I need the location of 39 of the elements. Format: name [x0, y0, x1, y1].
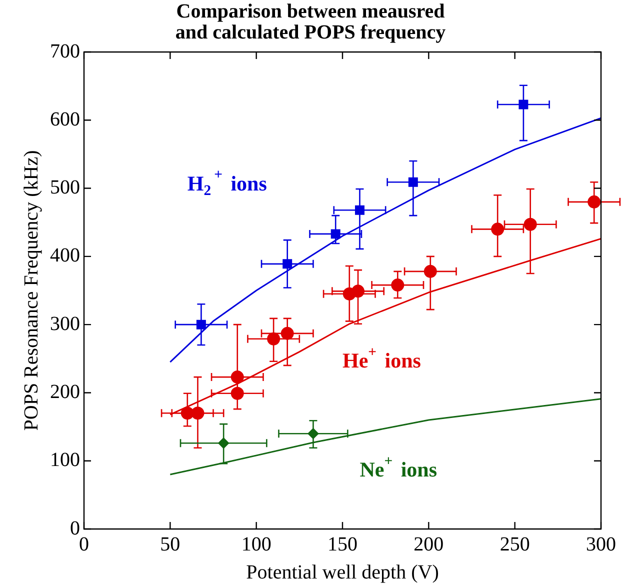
point — [191, 406, 204, 420]
y-tick-label: 700 — [50, 40, 80, 62]
point — [391, 278, 404, 292]
point — [230, 386, 244, 400]
point — [308, 428, 319, 440]
x-tick-label: 250 — [500, 533, 530, 556]
y-tick-label: 200 — [50, 380, 80, 403]
point — [267, 332, 280, 346]
x-tick-label: 200 — [414, 533, 444, 556]
point — [588, 195, 601, 208]
x-axis-title: Potential well depth (V) — [246, 561, 439, 584]
y-tick-label: 100 — [50, 449, 80, 472]
text: Ne+ ions — [360, 453, 438, 482]
y-tick-label: 500 — [50, 176, 80, 199]
y-tick-label: 300 — [50, 312, 80, 335]
point — [518, 100, 528, 110]
x-tick-label: 150 — [328, 533, 358, 556]
point — [524, 218, 537, 231]
point — [280, 326, 294, 340]
point — [424, 264, 437, 278]
point — [352, 284, 365, 298]
chart-title: Comparison between meausred and calculated POPS frequency — [175, 0, 446, 44]
x-tick-label: 300 — [586, 533, 616, 556]
point — [230, 370, 244, 384]
point — [491, 222, 504, 236]
point — [408, 177, 418, 187]
text: He+ ions — [342, 344, 421, 372]
x-tick-label: 50 — [160, 533, 180, 556]
point — [354, 205, 364, 215]
y-tick-label: 600 — [50, 108, 80, 130]
y-axis-title: POPS Resonance Frequency (kHz) — [20, 150, 42, 431]
y-tick-label: 400 — [50, 244, 80, 267]
point — [282, 259, 292, 269]
point — [196, 320, 206, 330]
point — [180, 406, 194, 420]
x-tick-label: 100 — [241, 533, 272, 556]
y-tick-label: 0 — [70, 517, 80, 540]
point — [218, 438, 230, 449]
point — [330, 229, 340, 239]
